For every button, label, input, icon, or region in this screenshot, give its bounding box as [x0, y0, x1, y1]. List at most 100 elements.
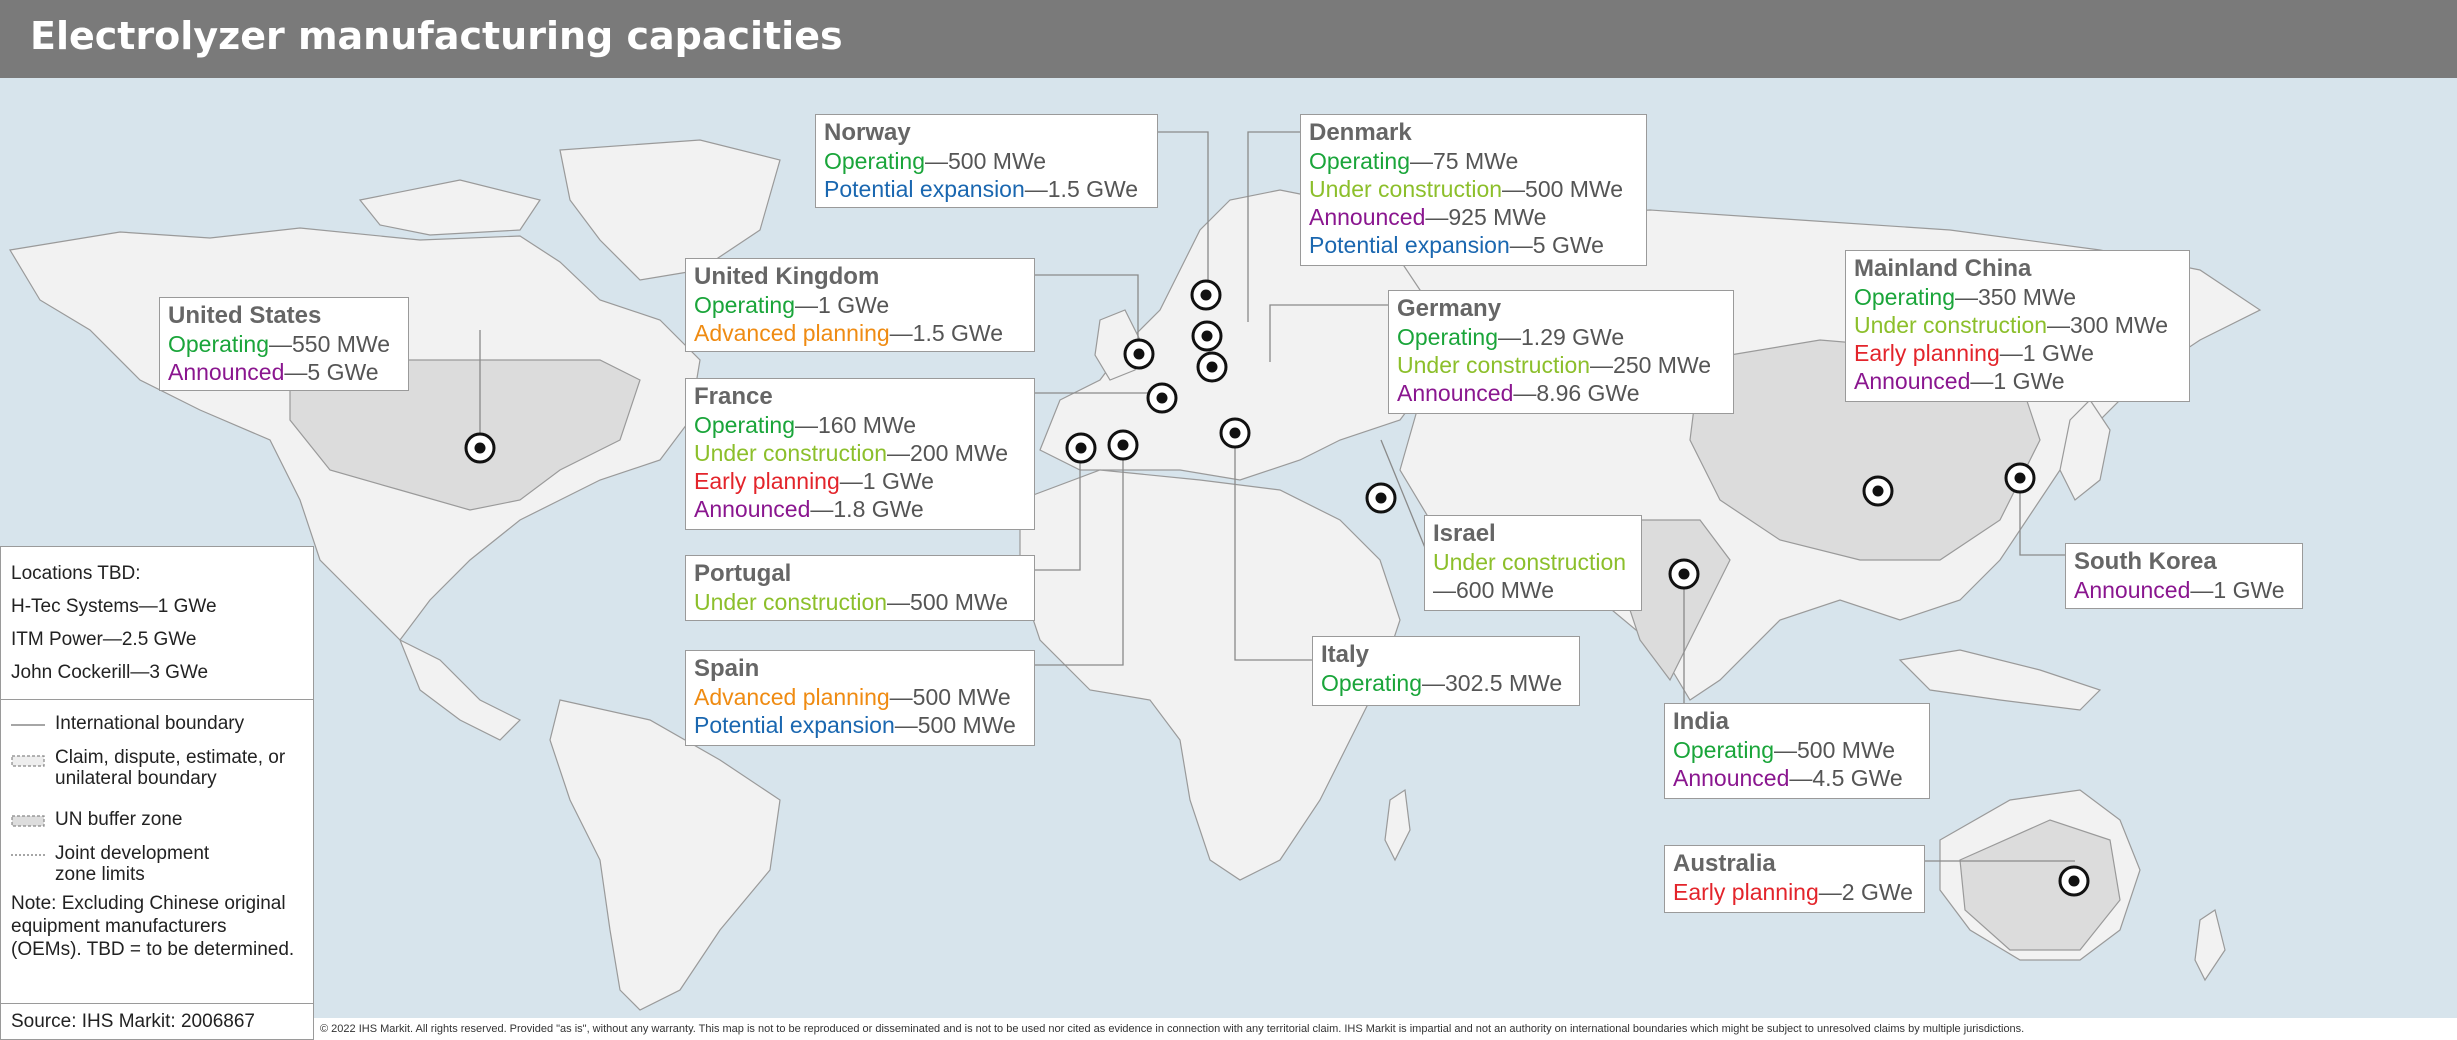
- legend-note: Note: Excluding Chinese original equipme…: [11, 893, 295, 960]
- capacity-value: —500 MWe: [925, 148, 1047, 174]
- callout-name: Germany: [1397, 295, 1502, 322]
- italy-marker[interactable]: [1219, 417, 1251, 449]
- status-label: Under construction: [1309, 176, 1503, 202]
- china-marker[interactable]: [1862, 475, 1894, 507]
- map-title: Electrolyzer manufacturing capacities: [30, 14, 843, 58]
- legend-panel: Locations TBD: H-Tec Systems—1 GWe ITM P…: [0, 546, 314, 1040]
- portugal-callout: Portugal Under construction—500 MWe: [685, 555, 1035, 621]
- capacity-value: —925 MWe: [1425, 204, 1547, 230]
- south-korea-marker[interactable]: [2004, 462, 2036, 494]
- status-label: Announced: [694, 496, 811, 522]
- israel-marker[interactable]: [1365, 482, 1397, 514]
- status-label: Operating: [1673, 737, 1775, 763]
- denmark-callout: Denmark Operating—75 MWe Under construct…: [1300, 114, 1647, 266]
- germany-leader: [1269, 304, 1388, 362]
- norway-callout: Norway Operating—500 MWe Potential expan…: [815, 114, 1158, 208]
- australia-callout: Australia Early planning—2 GWe: [1664, 845, 1925, 913]
- capacity-value: —1.5 GWe: [889, 320, 1004, 346]
- germany-marker[interactable]: [1196, 351, 1228, 383]
- status-label: Advanced planning: [694, 684, 890, 710]
- norway-leader: [1158, 131, 1209, 292]
- callout-name: United States: [168, 302, 322, 329]
- us-marker[interactable]: [464, 432, 496, 464]
- capacity-value: —5 GWe: [1509, 232, 1604, 258]
- status-label: Early planning: [694, 468, 840, 494]
- uk-leader: [1035, 274, 1139, 350]
- australia-marker[interactable]: [2058, 865, 2090, 897]
- capacity-value: —200 MWe: [887, 440, 1009, 466]
- copyright-footer: © 2022 IHS Markit. All rights reserved. …: [314, 1018, 2457, 1040]
- uk-marker[interactable]: [1123, 338, 1155, 370]
- status-label: Operating: [168, 331, 270, 357]
- status-label: Potential expansion: [824, 176, 1025, 202]
- capacity-value: —160 MWe: [795, 412, 917, 438]
- status-label: Operating: [824, 148, 926, 174]
- status-label: Operating: [1397, 324, 1499, 350]
- france-marker[interactable]: [1146, 382, 1178, 414]
- callout-name: United Kingdom: [694, 263, 880, 290]
- status-label: Under construction: [1397, 352, 1591, 378]
- callout-name: Italy: [1321, 641, 1370, 668]
- france-callout: France Operating—160 MWe Under construct…: [685, 378, 1035, 530]
- denmark-marker[interactable]: [1191, 320, 1223, 352]
- callout-name: Portugal: [694, 560, 792, 587]
- tbd-heading: Locations TBD:: [11, 563, 141, 584]
- capacity-value: —5 GWe: [284, 359, 379, 385]
- capacity-value: —4.5 GWe: [1789, 765, 1903, 791]
- callout-name: South Korea: [2074, 548, 2217, 575]
- uk-callout: United Kingdom Operating—1 GWe Advanced …: [685, 258, 1035, 352]
- status-label: Operating: [1321, 670, 1423, 696]
- capacity-value: —1.29 GWe: [1498, 324, 1625, 350]
- capacity-value: —500 MWe: [1502, 176, 1624, 202]
- india-callout: India Operating—500 MWe Announced—4.5 GW…: [1664, 703, 1930, 799]
- india-marker[interactable]: [1668, 558, 1700, 590]
- status-label: Under construction: [694, 440, 888, 466]
- tbd-item: ITM Power—2.5 GWe: [11, 629, 197, 650]
- africa-land: [1019, 469, 1401, 881]
- legend-divider: [1, 1003, 313, 1004]
- un-buffer-zone-icon: [11, 815, 45, 827]
- capacity-value: —8.96 GWe: [1513, 380, 1640, 406]
- spain-callout: Spain Advanced planning—500 MWe Potentia…: [685, 650, 1035, 746]
- legend-source: Source: IHS Markit: 2006867: [11, 1011, 255, 1032]
- status-label: Announced: [2074, 577, 2191, 603]
- arctic-islands-land: [358, 179, 541, 236]
- south-america-land: [549, 699, 781, 1011]
- status-label: Operating: [694, 292, 796, 318]
- title-bar: Electrolyzer manufacturing capacities: [0, 0, 2457, 78]
- capacity-value: —500 MWe: [1774, 737, 1896, 763]
- callout-name: Norway: [824, 119, 911, 146]
- status-label: Announced: [1854, 368, 1971, 394]
- legend-joint-development-zone: Joint development zone limits: [55, 843, 210, 885]
- capacity-value: —2 GWe: [1818, 879, 1913, 905]
- southeast-asia-islands-land: [1898, 649, 2102, 711]
- callout-name: India: [1673, 708, 1730, 735]
- germany-callout: Germany Operating—1.29 GWe Under constru…: [1388, 290, 1734, 414]
- capacity-value: —500 MWe: [889, 684, 1011, 710]
- status-label: Operating: [1309, 148, 1411, 174]
- capacity-value: —1.8 GWe: [810, 496, 924, 522]
- israel-leader: [1380, 439, 1431, 561]
- israel-callout: Israel Under construction —600 MWe: [1424, 515, 1642, 611]
- status-label: Operating: [1854, 284, 1956, 310]
- south-korea-leader: [2019, 478, 2065, 556]
- status-label: Operating: [694, 412, 796, 438]
- capacity-value: —75 MWe: [1410, 148, 1519, 174]
- capacity-value: —1 GWe: [1970, 368, 2065, 394]
- us-callout: United States Operating—550 MWe Announce…: [159, 297, 409, 391]
- callout-name: Denmark: [1309, 119, 1412, 146]
- status-label: Under construction: [1433, 549, 1627, 575]
- capacity-value: —1 GWe: [795, 292, 890, 318]
- joint-development-zone-icon: [11, 854, 45, 856]
- china-callout: Mainland China Operating—350 MWe Under c…: [1845, 250, 2190, 402]
- capacity-value: —500 MWe: [887, 589, 1009, 615]
- spain-marker[interactable]: [1107, 429, 1139, 461]
- callout-name: Israel: [1433, 520, 1496, 547]
- italy-callout: Italy Operating—302.5 MWe: [1312, 636, 1580, 706]
- capacity-value: —302.5 MWe: [1422, 670, 1563, 696]
- portugal-marker[interactable]: [1065, 432, 1097, 464]
- capacity-value: —1 GWe: [2190, 577, 2285, 603]
- norway-marker[interactable]: [1190, 279, 1222, 311]
- legend-divider: [1, 699, 313, 700]
- status-label: Early planning: [1673, 879, 1819, 905]
